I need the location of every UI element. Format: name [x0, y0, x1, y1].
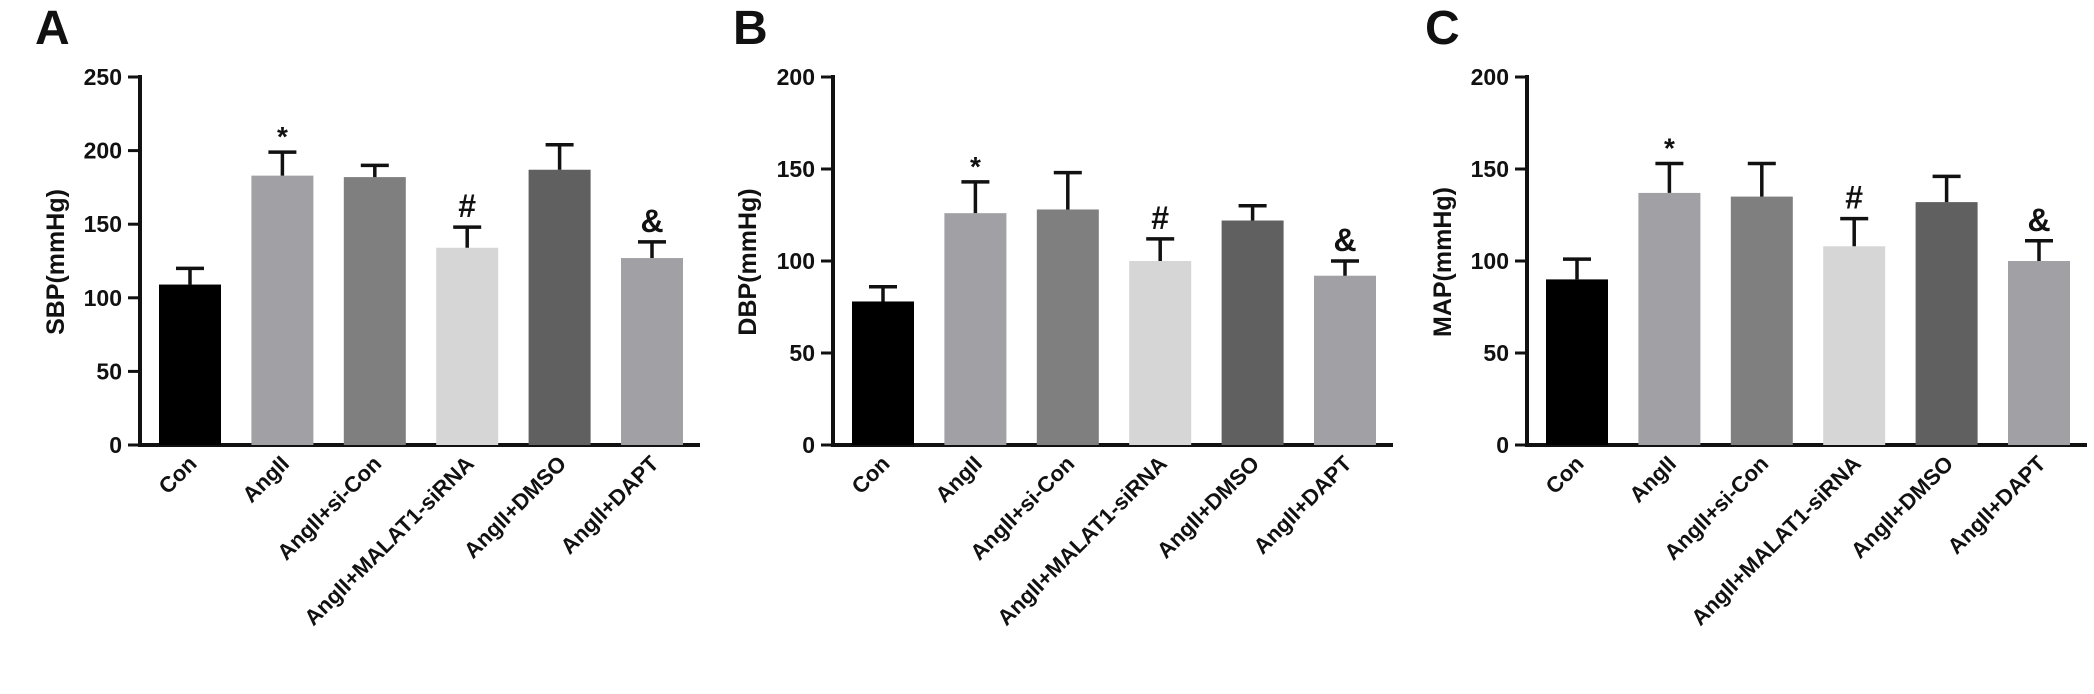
y-tick-label: 50 — [789, 340, 815, 366]
y-tick-label: 0 — [1496, 432, 1509, 458]
error-bar — [545, 142, 574, 170]
bar — [1730, 196, 1793, 445]
x-tick-label: AngII+MALAT1-siRNA — [299, 451, 479, 631]
bar — [528, 169, 591, 445]
significance-marker: # — [1845, 180, 1863, 216]
error-bar — [1840, 216, 1869, 247]
y-tick-label: 50 — [1483, 340, 1509, 366]
bar — [1823, 246, 1886, 445]
error-bar — [453, 225, 482, 248]
y-tick-label: 0 — [802, 432, 815, 458]
bar — [1129, 261, 1192, 445]
y-tick-label: 100 — [777, 248, 815, 274]
panel-letter-c: C — [1425, 2, 1460, 55]
error-bar — [1146, 237, 1175, 261]
error-bar — [1563, 257, 1591, 280]
y-axis-label-a: SBP(mmHg) — [42, 189, 70, 335]
bar — [1546, 279, 1608, 445]
error-bar — [638, 240, 666, 259]
error-bar — [1655, 161, 1684, 193]
y-tick-label: 150 — [1471, 156, 1509, 182]
x-tick-label: Con — [154, 451, 202, 499]
bar — [343, 177, 406, 445]
significance-marker: * — [970, 151, 981, 182]
significance-marker: & — [2027, 202, 2050, 238]
y-tick-label: 250 — [84, 64, 122, 90]
x-tick-label: AngII+MALAT1-siRNA — [992, 451, 1172, 631]
error-bar — [268, 150, 297, 176]
y-tick-label: 0 — [109, 432, 122, 458]
x-tick-label: AngII+DAPT — [1249, 450, 1357, 558]
error-bar — [961, 180, 990, 214]
y-tick-label: 150 — [84, 211, 122, 237]
panel-letter-b: B — [733, 2, 768, 55]
y-tick-label: 50 — [96, 358, 122, 384]
x-tick-label: AngII — [237, 451, 294, 508]
y-tick-label: 200 — [1471, 64, 1509, 90]
y-tick-label: 200 — [777, 64, 815, 90]
significance-marker: # — [458, 188, 476, 224]
significance-marker: & — [640, 203, 663, 239]
panel-a: A SBP(mmHg) 050100150200250Con*AngIIAngI… — [35, 2, 700, 630]
y-axis-label-c: MAP(mmHg) — [1429, 187, 1457, 337]
bar — [944, 213, 1007, 445]
error-bar — [1747, 161, 1776, 197]
bar — [251, 175, 314, 445]
error-bar — [1331, 259, 1359, 276]
error-bar — [2025, 239, 2053, 261]
error-bar — [360, 163, 389, 178]
significance-marker: & — [1333, 222, 1356, 258]
error-bar — [176, 266, 204, 285]
bar — [2008, 261, 2070, 445]
y-axis-label-b: DBP(mmHg) — [734, 188, 762, 335]
x-tick-label: AngII — [1624, 451, 1681, 508]
error-bar — [869, 285, 897, 302]
significance-marker: # — [1151, 200, 1169, 236]
panel-b: B DBP(mmHg) 050100150200Con*AngIIAngII+s… — [733, 2, 1393, 630]
y-tick-label: 100 — [1471, 248, 1509, 274]
panel-c: C MAP(mmHg) 050100150200Con*AngIIAngII+s… — [1425, 2, 2087, 630]
y-tick-label: 150 — [777, 156, 815, 182]
x-tick-label: AngII+DAPT — [1943, 450, 2051, 558]
significance-marker: * — [1664, 132, 1675, 163]
panel-letter-a: A — [35, 2, 70, 55]
x-tick-label: AngII+MALAT1-siRNA — [1686, 451, 1866, 631]
bar — [1638, 192, 1701, 445]
y-tick-label: 200 — [84, 138, 122, 164]
x-tick-label: Con — [847, 451, 895, 499]
error-bar — [1932, 174, 1961, 203]
x-tick-label: Con — [1541, 451, 1589, 499]
error-bar — [1238, 204, 1267, 221]
x-tick-label: AngII — [930, 451, 987, 508]
x-tick-label: AngII+DAPT — [556, 450, 664, 558]
bar — [852, 301, 914, 445]
bar — [1221, 220, 1284, 445]
bar — [436, 247, 499, 445]
y-tick-label: 100 — [84, 285, 122, 311]
bar — [1915, 202, 1978, 445]
significance-marker: * — [277, 121, 288, 152]
error-bar — [1053, 170, 1082, 210]
bar — [621, 258, 683, 445]
bar — [1314, 275, 1376, 445]
bar — [1036, 209, 1099, 445]
bar — [159, 284, 221, 445]
